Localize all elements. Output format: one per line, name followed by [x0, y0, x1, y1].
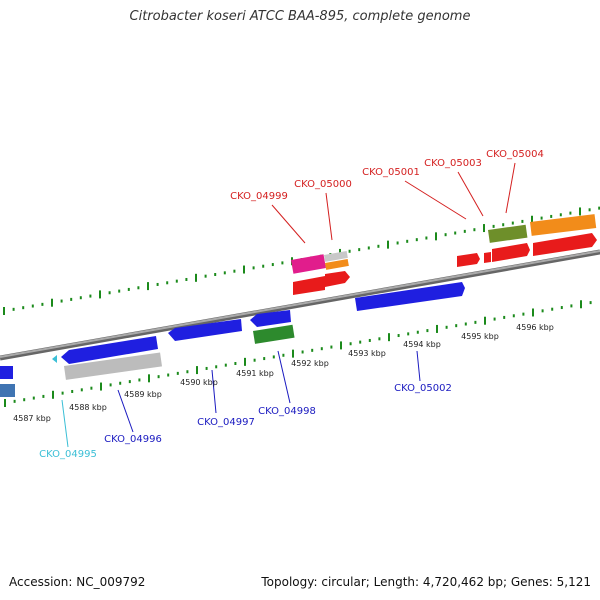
gene-orange-small[interactable] — [325, 259, 349, 270]
gene-label-cko_05003[interactable]: CKO_05003 — [424, 158, 482, 169]
forward-genes — [291, 214, 597, 311]
accession-text: Accession: NC_009792 — [9, 575, 146, 589]
gene-label-cko_04999[interactable]: CKO_04999 — [230, 191, 288, 202]
gene-label-cko_04996[interactable]: CKO_04996 — [104, 434, 162, 445]
kbp-label: 4589 kbp — [124, 390, 162, 399]
bottom-callout-line — [277, 350, 291, 404]
kbp-label: 4592 kbp — [291, 359, 329, 368]
genome-backbone — [0, 249, 600, 361]
gene-blue-edge[interactable] — [0, 366, 13, 379]
gene-lightgray-small[interactable] — [323, 251, 348, 262]
kbp-label: 4588 kbp — [69, 403, 107, 412]
map-title: Citrobacter koseri ATCC BAA-895, complet… — [129, 9, 471, 24]
bottom-callout-line — [61, 399, 69, 448]
genome-summary-text: Topology: circular; Length: 4,720,462 bp… — [261, 575, 591, 589]
tick-row-bottom — [4, 300, 592, 407]
gene-olive[interactable] — [487, 224, 528, 243]
gene-label-cko_05002[interactable]: CKO_05002 — [394, 383, 452, 394]
gene-magenta[interactable] — [291, 254, 326, 274]
reverse-genes — [0, 310, 295, 397]
gene-red-left-2[interactable] — [325, 271, 350, 287]
kbp-label: 4590 kbp — [180, 378, 218, 387]
bottom-callout-line — [211, 369, 217, 414]
gene-label-cko_05001[interactable]: CKO_05001 — [362, 167, 420, 178]
top-callout-line — [505, 162, 516, 214]
gene-blue-04996[interactable] — [61, 336, 158, 364]
gene-red-right-4[interactable] — [533, 233, 597, 256]
tick-row-top — [3, 206, 600, 315]
kbp-label: 4595 kbp — [461, 332, 499, 341]
gene-label-cko_04997[interactable]: CKO_04997 — [197, 417, 255, 428]
gene-cyan-small[interactable] — [52, 355, 57, 363]
bottom-callout-line — [416, 350, 421, 382]
gene-orange-large[interactable] — [529, 214, 597, 236]
gene-green-04998[interactable] — [253, 324, 295, 344]
gene-blue-04998a[interactable] — [250, 310, 291, 327]
top-callout-line — [404, 180, 467, 220]
gene-red-left-1[interactable] — [293, 276, 325, 295]
gene-blue-forward[interactable] — [355, 282, 465, 311]
kbp-label: 4587 kbp — [13, 414, 51, 423]
gene-label-cko_04995[interactable]: CKO_04995 — [39, 449, 97, 460]
gene-red-right-3[interactable] — [492, 243, 530, 262]
gene-steelblue-edge[interactable] — [0, 384, 15, 397]
kbp-axis-labels: 4587 kbp 4588 kbp 4589 kbp 4590 kbp 4591 kbp… — [13, 323, 554, 423]
kbp-label: 4594 kbp — [403, 340, 441, 349]
gene-blue-04997[interactable] — [168, 319, 242, 341]
top-callout-line — [457, 171, 484, 217]
gene-label-cko_05004[interactable]: CKO_05004 — [486, 149, 544, 160]
top-callout-line — [325, 192, 333, 241]
kbp-label: 4591 kbp — [236, 369, 274, 378]
gene-label-cko_05000[interactable]: CKO_05000 — [294, 179, 352, 190]
gene-label-cko_04998[interactable]: CKO_04998 — [258, 406, 316, 417]
bottom-callout-line — [117, 389, 134, 433]
gene-red-right-2[interactable] — [484, 252, 491, 263]
kbp-label: 4596 kbp — [516, 323, 554, 332]
gene-gray-04995[interactable] — [63, 352, 163, 380]
top-gene-callouts: CKO_04999 CKO_05000 CKO_05001 CKO_05003 CKO_… — [230, 149, 544, 244]
kbp-label: 4593 kbp — [348, 349, 386, 358]
top-callout-line — [271, 204, 306, 244]
gene-red-right-1[interactable] — [457, 253, 480, 267]
